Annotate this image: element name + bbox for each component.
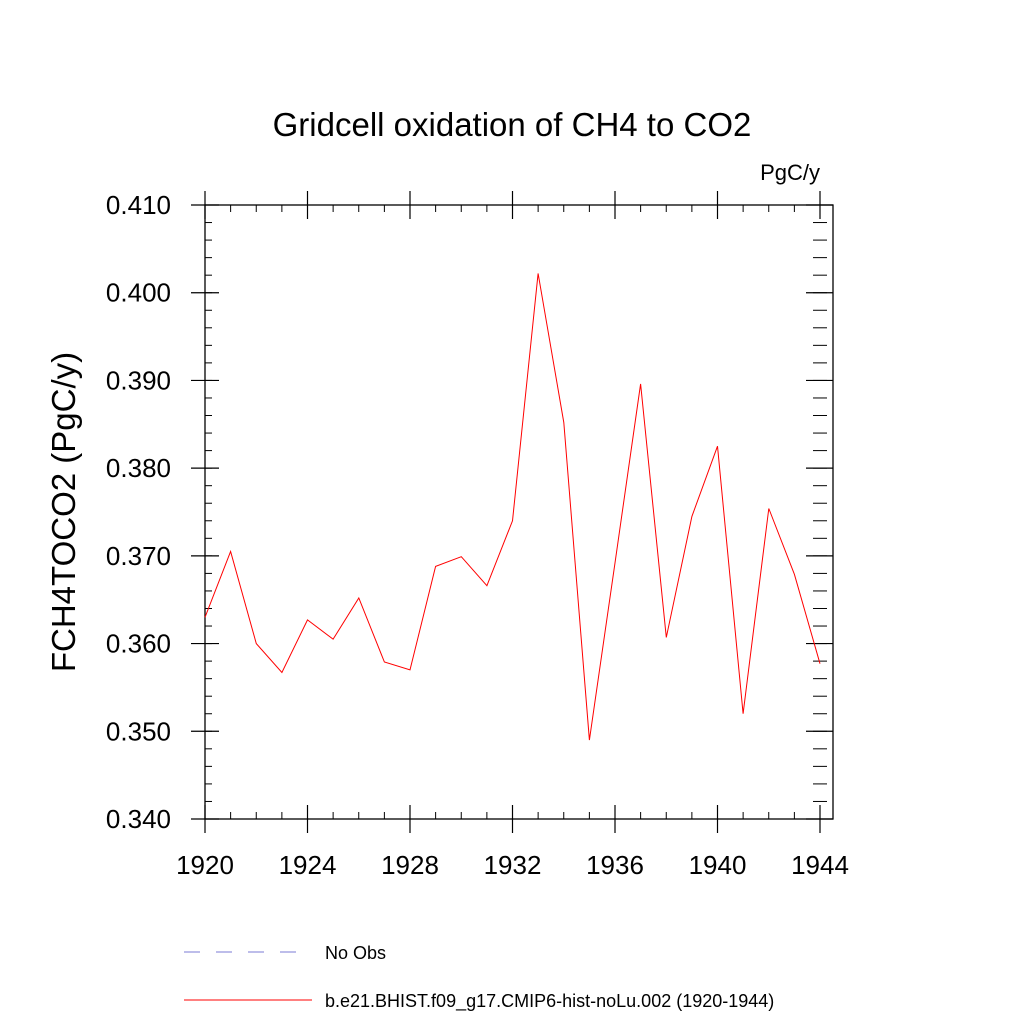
y-tick-label: 0.400: [106, 278, 171, 308]
x-tick-label: 1944: [791, 850, 849, 880]
y-axis-label: FCH4TOCO2 (PgC/y): [45, 352, 82, 672]
x-tick-label: 1920: [176, 850, 234, 880]
x-tick-label: 1928: [381, 850, 439, 880]
x-tick-label: 1924: [279, 850, 337, 880]
units-label: PgC/y: [760, 160, 820, 185]
legend-label: b.e21.BHIST.f09_g17.CMIP6-hist-noLu.002 …: [325, 991, 774, 1012]
axis-tick-labels: 1920 1924 1928 1932 1936 1940 1944 0.340 0.350 0.…: [106, 190, 849, 880]
x-tick-label: 1936: [586, 850, 644, 880]
y-tick-label: 0.380: [106, 453, 171, 483]
y-tick-label: 0.410: [106, 190, 171, 220]
series-layer: [204, 273, 821, 741]
y-tick-label: 0.340: [106, 804, 171, 834]
legend: No Obs b.e21.BHIST.f09_g17.CMIP6-hist-noL…: [184, 943, 774, 1012]
y-tick-label: 0.360: [106, 629, 171, 659]
series-line: [204, 273, 821, 741]
x-tick-label: 1940: [689, 850, 747, 880]
chart-title: Gridcell oxidation of CH4 to CO2: [273, 106, 752, 143]
y-tick-label: 0.350: [106, 716, 171, 746]
y-tick-label: 0.370: [106, 541, 171, 571]
plot-frame: [204, 204, 834, 820]
x-tick-label: 1932: [484, 850, 542, 880]
legend-label: No Obs: [325, 943, 386, 963]
y-tick-label: 0.390: [106, 365, 171, 395]
axis-ticks: [191, 191, 833, 833]
